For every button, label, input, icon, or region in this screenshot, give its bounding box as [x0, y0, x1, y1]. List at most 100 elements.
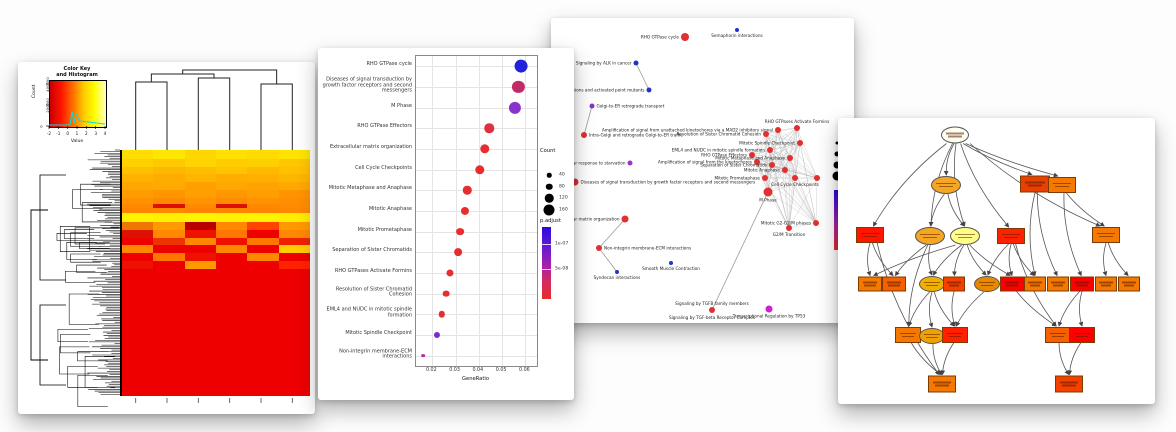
data-dot	[475, 164, 485, 175]
dag-node-text-line	[948, 284, 960, 287]
dag-edge	[947, 193, 965, 227]
heatmap-cell	[278, 166, 310, 175]
dag-node-text-line	[1099, 235, 1113, 238]
heatmap-cell	[278, 189, 310, 198]
network-node	[709, 307, 715, 313]
heatmap-cell	[278, 222, 310, 230]
dag-edge	[873, 244, 956, 276]
dag-edge	[933, 291, 955, 327]
data-dot	[514, 59, 528, 73]
network-node-label: M Phase	[759, 198, 777, 203]
heatmap-cell	[184, 174, 216, 183]
heatmap-row	[122, 260, 310, 269]
dag-node-text-line	[1060, 381, 1078, 384]
network-edge	[598, 247, 618, 273]
category-label: Non-integrin membrane-ECM interactions	[339, 348, 412, 360]
heatmap-cell	[122, 207, 154, 214]
heatmap-row	[122, 222, 310, 230]
dag-node	[1020, 175, 1050, 193]
network-edge	[799, 142, 817, 224]
dag-node	[1095, 276, 1117, 292]
network-edge	[764, 177, 817, 224]
network-node-label: Smooth Muscle Contraction	[642, 266, 700, 271]
gridline-horizontal	[416, 252, 537, 254]
heatmap-cell	[122, 158, 154, 167]
gridline-horizontal	[416, 314, 537, 316]
network-edge	[751, 154, 791, 159]
color-key-xlabel: Value	[70, 139, 84, 144]
heatmap-cell	[153, 213, 185, 222]
dag-edge	[1036, 192, 1058, 277]
data-dot	[512, 80, 525, 94]
heatmap-cell	[247, 260, 279, 269]
heatmap-cell	[184, 197, 216, 205]
network-node-label: Golgi-to-ER retrograde transport	[597, 104, 665, 109]
dag-edge	[943, 143, 955, 176]
legend-padjust-title: p.adjust	[540, 218, 561, 224]
category-label: Diseases of signal transduction by growt…	[322, 76, 412, 94]
heatmap-cell	[215, 213, 248, 222]
network-node	[621, 215, 629, 223]
dag-edge	[1067, 342, 1082, 376]
heatmap-cell	[247, 204, 279, 208]
gridline-horizontal	[416, 87, 537, 88]
network-edge	[598, 218, 626, 249]
network-node	[792, 175, 798, 181]
dag-edge	[1013, 243, 1035, 277]
dag-edge	[932, 244, 962, 276]
dag-edge	[876, 242, 940, 376]
dag-edge	[965, 143, 1059, 178]
network-node	[749, 152, 755, 158]
network-edge	[765, 133, 801, 144]
dag-node	[928, 375, 956, 393]
color-key-title-line1: Color Key	[63, 66, 91, 72]
heatmap-cell	[153, 237, 185, 246]
network-edge	[771, 164, 818, 179]
legend-count-label: 160	[559, 207, 568, 212]
heatmap-cell	[153, 253, 185, 261]
heatmap-panel-card: Color Key and Histogram Value Count -2 -1…	[18, 62, 315, 414]
network-node	[797, 140, 803, 146]
category-label: EML4 and NUDC in mitotic spindle formati…	[326, 306, 412, 319]
dag-node-text-line	[978, 281, 996, 284]
network-node	[794, 125, 800, 131]
heatmap-cell	[184, 204, 216, 208]
heatmap-row	[122, 229, 310, 238]
category-label: Mitotic Prometaphase	[357, 226, 412, 233]
network-node	[615, 270, 619, 274]
heatmap-cell	[153, 150, 185, 159]
dag-edge	[1058, 342, 1069, 376]
network-node-label: Amplification of signal from the kinetoc…	[658, 160, 752, 165]
dag-node-text-line	[1004, 281, 1020, 284]
gridline-horizontal	[416, 211, 537, 212]
category-label: Extracellular matrix organization	[329, 144, 412, 151]
heatmap-cell	[184, 222, 216, 230]
data-dot	[446, 269, 454, 277]
heatmap-cell	[247, 189, 279, 198]
dag-node-text-line	[1051, 335, 1065, 338]
network-edge	[751, 129, 779, 156]
dag-node-text-line	[923, 281, 941, 284]
dag-edge	[872, 242, 894, 277]
heatmap-column-ticks	[135, 398, 293, 403]
network-node	[763, 131, 769, 137]
dag-node-text-line	[1122, 281, 1136, 284]
network-node-label: RHO GTPase cycle	[641, 35, 680, 40]
heatmap-cell	[122, 213, 154, 222]
legend-padjust-colorbar	[542, 227, 551, 299]
dag-node	[941, 126, 969, 144]
network-edge	[788, 177, 796, 229]
dag-node-text-line	[899, 332, 917, 335]
network-node-label: Amplification of signal from unattached …	[602, 128, 773, 133]
heatmap-cell	[278, 204, 310, 208]
network-edge	[764, 169, 786, 179]
network-legend-circle	[835, 141, 839, 145]
category-label: Mitotic Metaphase and Anaphase	[328, 185, 412, 192]
color-key-ytick: 400000	[44, 77, 50, 92]
heatmap-cell	[153, 245, 185, 253]
heatmap-row	[122, 204, 310, 208]
heatmap-cell	[184, 260, 216, 269]
network-node	[786, 225, 792, 231]
color-key-xtick: 4	[103, 131, 107, 136]
